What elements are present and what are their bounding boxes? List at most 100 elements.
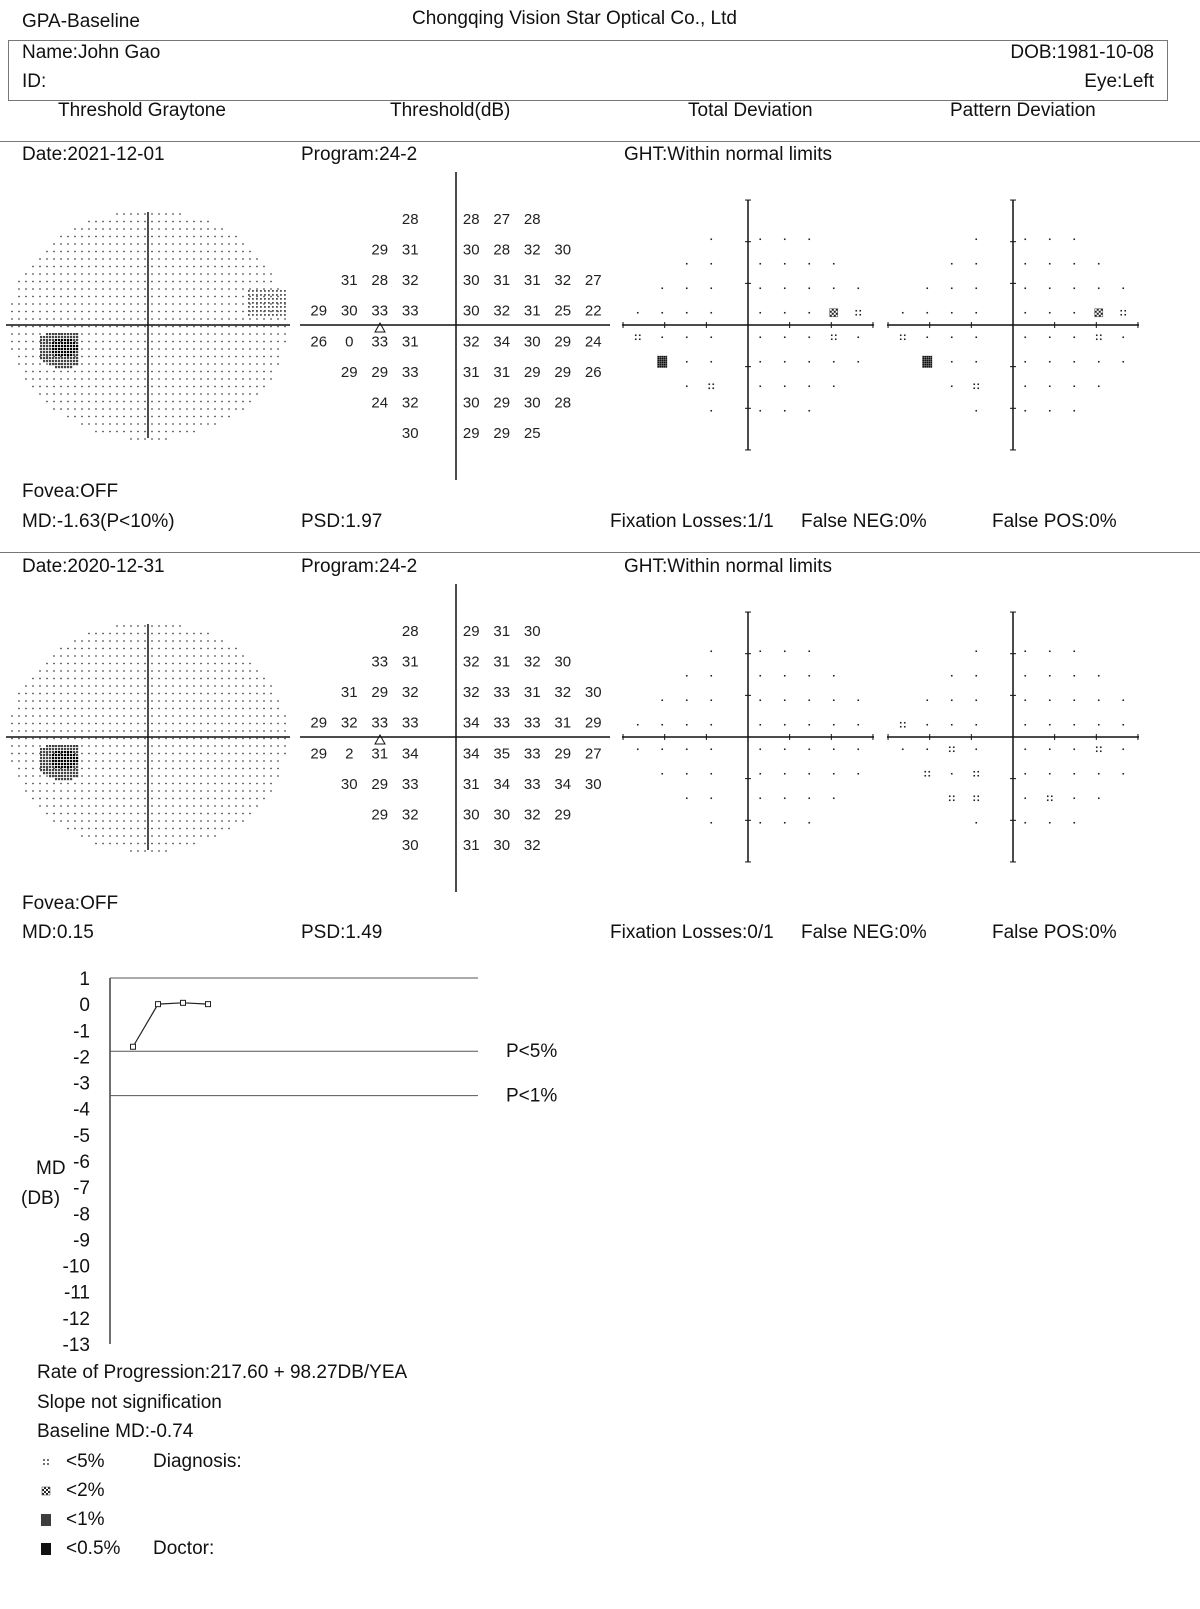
graytone-dot [186,415,188,418]
graytone-dot [165,325,167,328]
normal-point [1073,336,1076,339]
graytone-dot [60,767,62,770]
graytone-dot [102,280,104,283]
graytone-dot [242,707,244,710]
graytone-dot [151,692,153,695]
graytone-dot [116,348,118,350]
graytone-dot [242,797,244,800]
graytone-dot [242,722,244,725]
graytone-dot [18,288,20,290]
graytone-dot [158,632,160,635]
probability-symbol [1095,746,1102,753]
graytone-dot [95,715,97,717]
normal-point [975,674,978,677]
graytone-dot [102,692,104,695]
graytone-dot [193,805,195,807]
graytone-dot [116,685,118,687]
graytone-dot [263,363,265,365]
graytone-dot [270,775,272,777]
graytone-dot [88,288,90,290]
graytone-dot [130,850,132,852]
graytone-dot [123,782,125,785]
graytone-dot [256,265,258,268]
graytone-dot [277,752,279,755]
threshold-value: 33 [493,715,510,732]
normal-point [1097,723,1100,726]
graytone-dot [256,730,258,732]
graytone-dot [25,707,27,710]
exam1-fixation: Fixation Losses:1/1 [610,511,774,532]
graytone-scotoma [46,754,49,757]
graytone-dot [249,760,251,762]
graytone-scotoma [64,339,67,342]
graytone-dot [270,370,272,373]
graytone-dot [207,632,209,635]
graytone-dot [151,812,153,815]
threshold-value: 33 [402,364,419,381]
graytone-dot [116,647,118,650]
graytone-scotoma [76,339,79,342]
graytone-dot [221,790,223,792]
graytone-dot [158,385,160,388]
graytone-dot [46,280,48,283]
y-tick-label: -10 [63,1257,90,1278]
graytone-dot [172,677,174,680]
graytone-dot [193,752,195,755]
graytone-scotoma [64,357,67,360]
graytone-dot [95,273,97,275]
graytone-dot [284,325,286,328]
graytone-dot [214,333,216,335]
graytone-dot [46,355,48,358]
graytone-scotoma [64,778,67,781]
graytone-dot [207,767,209,770]
threshold-value: 30 [585,684,602,701]
normal-point [1024,336,1027,339]
graytone-dot [214,805,216,807]
graytone-dot [32,797,34,800]
graytone-dot [221,767,223,770]
graytone-dot [81,685,83,687]
graytone-scotoma [46,751,49,754]
graytone-dot [102,782,104,785]
graytone-dot [123,408,125,410]
graytone-dot [214,692,216,695]
graytone-dot [109,842,111,845]
graytone-dot [67,767,69,770]
graytone-dot [249,363,251,365]
normal-point [832,797,835,800]
graytone-dot [172,730,174,732]
graytone-dot [130,767,132,770]
graytone-dot [165,670,167,672]
graytone-dot [179,647,181,650]
normal-point [857,287,860,290]
normal-point [783,385,786,388]
graytone-dot [172,378,174,380]
graytone-dot [95,737,97,740]
graytone-dot [18,318,20,320]
slope-note: Slope not signification [37,1392,222,1413]
graytone-dot [11,760,13,762]
graytone-dot [179,303,181,305]
graytone-scotoma [43,748,46,751]
graytone-dot [144,730,146,732]
graytone-dot [214,640,216,642]
graytone-dot [39,730,41,732]
normal-point [808,748,811,751]
graytone-dot [74,385,76,388]
graytone-dot [102,250,104,253]
graytone-dot [172,820,174,822]
graytone-dot [193,730,195,732]
graytone-scotoma [52,342,55,345]
graytone-dot [151,385,153,388]
graytone-dot [235,363,237,365]
normal-point [926,748,929,751]
normal-point [975,650,978,653]
graytone-scotoma [61,769,64,772]
graytone-shade [256,310,258,312]
graytone-scotoma [40,339,43,342]
normal-point [783,674,786,677]
graytone-dot [144,378,146,380]
graytone-dot [46,273,48,275]
graytone-dot [25,378,27,380]
threshold-value: 31 [402,333,419,350]
